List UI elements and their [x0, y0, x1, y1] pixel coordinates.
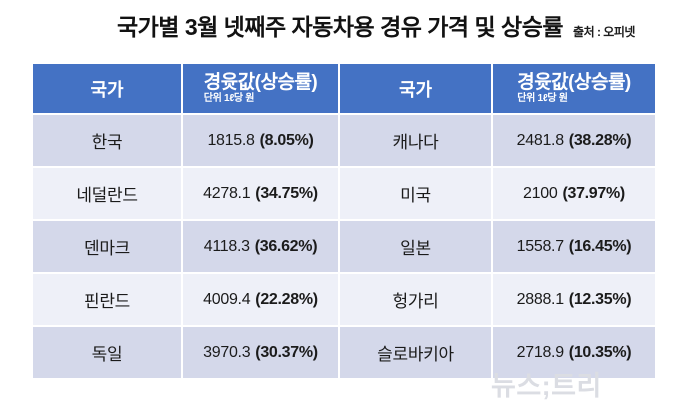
header-value-label: 경윳값(상승률) [517, 71, 631, 93]
country-cell: 덴마크 [33, 221, 181, 272]
price-value: 4278.1 [203, 184, 251, 202]
country-cell: 네덜란드 [33, 168, 181, 219]
header-unit-label: 단위 1ℓ당 원 [517, 92, 568, 104]
price-value: 2481.8 [516, 131, 564, 149]
increase-rate: (38.28%) [568, 131, 632, 149]
country-cell: 한국 [33, 115, 181, 166]
value-cell: 4118.3 (36.62%) [183, 221, 338, 272]
price-value: 1815.8 [207, 131, 255, 149]
price-value: 4009.4 [203, 290, 251, 308]
country-cell: 헝가리 [340, 274, 491, 325]
header-value-right: 경윳값(상승률) 단위 1ℓ당 원 [493, 64, 655, 113]
country-cell: 미국 [340, 168, 491, 219]
increase-rate: (34.75%) [255, 184, 318, 202]
header-country-left: 국가 [33, 64, 181, 113]
value-cell: 2718.9 (10.35%) [493, 327, 655, 378]
increase-rate: (37.97%) [562, 184, 625, 202]
page-title: 국가별 3월 넷째주 자동차용 경유 가격 및 상승률 [116, 14, 564, 40]
increase-rate: (12.35%) [568, 290, 632, 308]
increase-rate: (8.05%) [259, 131, 314, 149]
increase-rate: (16.45%) [568, 237, 632, 255]
news-watermark: 뉴스;트리 [491, 371, 602, 401]
value-cell: 3970.3 (30.37%) [183, 327, 338, 378]
source-label: 출처 : 오피넷 [573, 25, 635, 39]
increase-rate: (36.62%) [254, 237, 318, 255]
header-country-right: 국가 [340, 64, 491, 113]
price-value: 3970.3 [203, 343, 251, 361]
header-value-left: 경윳값(상승률) 단위 1ℓ당 원 [183, 64, 338, 113]
country-cell: 독일 [33, 327, 181, 378]
value-cell: 2888.1 (12.35%) [493, 274, 655, 325]
country-cell: 일본 [340, 221, 491, 272]
price-value: 2888.1 [516, 290, 564, 308]
increase-rate: (10.35%) [568, 343, 632, 361]
price-value: 2100 [523, 184, 558, 202]
title-block: 국가별 3월 넷째주 자동차용 경유 가격 및 상승률 출처 : 오피넷 [116, 8, 635, 42]
header-value-label: 경윳값(상승률) [203, 71, 318, 93]
value-cell: 1558.7 (16.45%) [493, 221, 655, 272]
title-area: 국가별 3월 넷째주 자동차용 경유 가격 및 상승률 출처 : 오피넷 [0, 8, 680, 42]
country-cell: 캐나다 [340, 115, 491, 166]
header-value-right-block: 경윳값(상승률) 단위 1ℓ당 원 [517, 71, 631, 104]
header-value-left-block: 경윳값(상승률) 단위 1ℓ당 원 [203, 71, 318, 104]
price-value: 4118.3 [203, 237, 250, 255]
price-table: 국가 경윳값(상승률) 단위 1ℓ당 원 국가 경윳값(상승률) 단위 1ℓ당 … [33, 64, 655, 378]
header-unit-label: 단위 1ℓ당 원 [203, 92, 255, 104]
price-value: 1558.7 [516, 237, 564, 255]
country-cell: 슬로바키아 [340, 327, 491, 378]
value-cell: 1815.8 (8.05%) [183, 115, 338, 166]
value-cell: 4278.1 (34.75%) [183, 168, 338, 219]
increase-rate: (30.37%) [255, 343, 318, 361]
value-cell: 2481.8 (38.28%) [493, 115, 655, 166]
country-cell: 핀란드 [33, 274, 181, 325]
increase-rate: (22.28%) [255, 290, 318, 308]
value-cell: 4009.4 (22.28%) [183, 274, 338, 325]
price-value: 2718.9 [516, 343, 564, 361]
value-cell: 2100 (37.97%) [493, 168, 655, 219]
